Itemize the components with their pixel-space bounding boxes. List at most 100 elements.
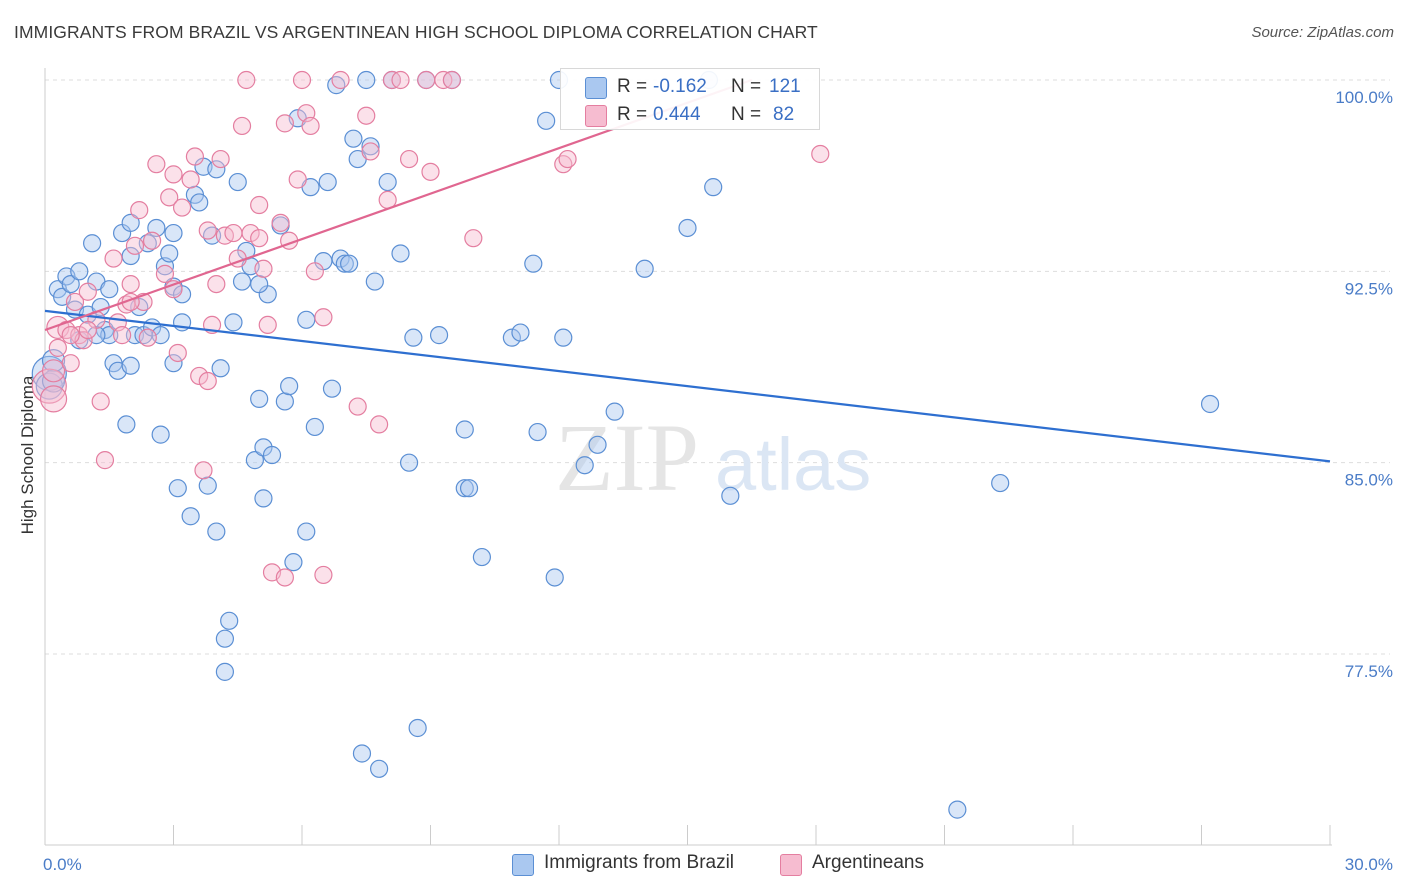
stats-r-label: R = [617,104,648,125]
data-point [528,422,547,442]
data-point [112,326,132,345]
data-point [121,356,140,375]
data-point [399,149,419,169]
data-point [237,70,256,90]
data-point [991,473,1010,493]
data-point [250,195,269,215]
data-point [172,285,192,304]
data-point [160,188,179,207]
data-point [232,272,252,291]
data-point [207,160,226,179]
data-point [635,259,654,278]
data-point [39,385,68,413]
y-tick-label: 77.5% [1345,662,1393,681]
data-point [421,162,440,181]
stats-swatch-argentinean [585,105,607,127]
data-point [322,379,342,398]
data-point [194,461,213,480]
stats-row-brazil: R = -0.162 N = 121 [561,73,819,101]
legend-label-brazil: Immigrants from Brazil [544,852,735,873]
data-point [91,392,110,411]
data-point [190,193,209,212]
source-credit: Source: ZipAtlas.com [1251,24,1394,41]
data-point [70,262,89,281]
axes [44,68,1332,846]
data-point [605,402,624,421]
data-point [41,359,66,383]
data-point [61,326,80,345]
data-point [948,800,967,819]
data-point [130,201,149,220]
data-point [417,70,436,90]
data-point [198,221,217,240]
data-point [365,272,384,291]
data-point [404,328,423,347]
data-point [331,70,350,90]
data-point [250,229,269,248]
data-point [224,313,243,332]
data-point [83,234,102,253]
data-point [275,114,294,133]
data-point [314,565,333,585]
data-point [168,479,187,498]
data-point [78,320,97,340]
watermark-zip: ZIP [555,404,699,511]
stats-r-value: 0.444 [653,104,701,125]
data-point [224,223,243,243]
data-point [459,479,479,498]
data-point [361,142,380,161]
data-point [335,254,354,273]
data-point [297,522,316,541]
stats-n-value: 121 [769,76,801,97]
y-tick-label: 85.0% [1345,471,1393,490]
data-point [232,116,252,136]
data-point [502,328,521,347]
data-point [258,315,277,335]
data-point [155,264,175,283]
y-tick-labels: 77.5% 85.0% 92.5% 100.0% [1335,88,1393,681]
data-point [721,486,740,505]
x-tick-label: 0.0% [43,855,82,874]
data-point [288,170,307,189]
data-point [297,310,316,329]
data-point [370,415,389,434]
data-point [117,415,136,434]
x-tick-labels: 0.0% 30.0% [43,855,1393,874]
data-point [228,172,247,192]
data-point [95,451,115,470]
data-point [207,522,226,541]
legend-label-argentinean: Argentineans [812,852,924,873]
x-tick-label: 30.0% [1345,855,1393,874]
chart-title: IMMIGRANTS FROM BRAZIL VS ARGENTINEAN HI… [14,22,818,42]
data-point [370,759,389,778]
data-point [275,568,294,587]
data-point [151,425,170,444]
data-point [511,323,530,342]
stats-n-label: N = [731,76,762,97]
data-point [147,155,166,174]
data-point [215,629,234,648]
stats-row-argentinean: R = 0.444 N = 82 [561,101,819,129]
data-point [305,262,324,281]
data-point [262,445,282,465]
data-point [280,377,299,396]
data-point [284,553,303,572]
data-point [340,254,359,273]
data-point [121,213,140,232]
data-point [455,479,474,498]
legend-swatch-brazil [512,854,534,876]
data-point [125,236,145,255]
data-point [241,223,260,243]
data-point [357,70,376,90]
data-point [391,70,410,90]
data-point [181,507,200,526]
data-point [164,165,183,184]
data-point [211,149,230,169]
data-point [164,354,183,373]
stats-n-label: N = [731,104,762,125]
data-point [61,274,80,294]
data-point [554,328,573,347]
data-point [211,359,230,378]
data-point [78,282,97,301]
data-point [361,137,380,156]
